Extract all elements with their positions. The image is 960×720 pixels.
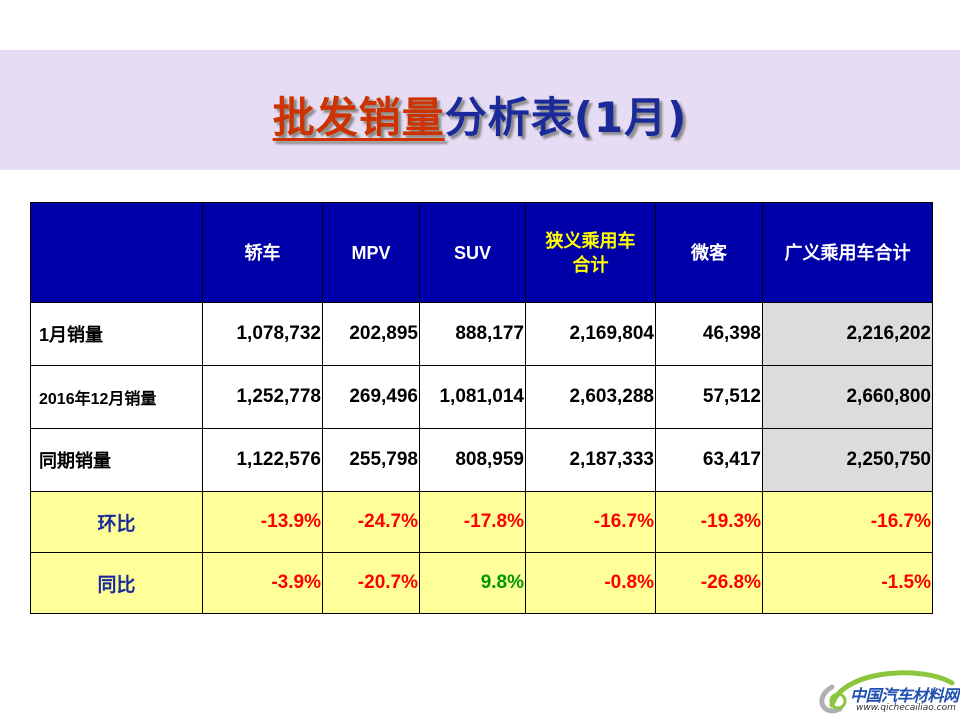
header-narrow-total: 狭义乘用车合计 (525, 202, 656, 303)
table-row-ratio: 环比 -13.9% -24.7% -17.8% -16.7% -19.3% -1… (30, 491, 933, 553)
sales-table: 轿车 MPV SUV 狭义乘用车合计 微客 广义乘用车合计 1月销量 1,078… (30, 202, 933, 614)
header-broad-total: 广义乘用车合计 (762, 202, 933, 303)
table-cell: 46,398 (655, 302, 763, 366)
header-row: 轿车 MPV SUV 狭义乘用车合计 微客 广义乘用车合计 (30, 202, 933, 303)
table-cell-total: 2,660,800 (762, 365, 933, 429)
table-row: 1月销量 1,078,732 202,895 888,177 2,169,804… (30, 302, 933, 366)
table-cell: 2,187,333 (525, 428, 656, 492)
row-label: 同期销量 (30, 428, 203, 492)
table-cell: 808,959 (419, 428, 526, 492)
table-cell: 255,798 (322, 428, 420, 492)
table-cell: 1,122,576 (202, 428, 323, 492)
header-suv: SUV (419, 202, 526, 303)
title-banner (0, 50, 960, 170)
header-minivan: 微客 (655, 202, 763, 303)
logo-text: 中国汽车材料网 (850, 686, 959, 705)
header-mpv: MPV (322, 202, 420, 303)
table-cell-total: 2,216,202 (762, 302, 933, 366)
row-label: 同比 (30, 552, 203, 614)
row-label: 1月销量 (30, 302, 203, 366)
table-cell: 202,895 (322, 302, 420, 366)
table-row: 2016年12月销量 1,252,778 269,496 1,081,014 2… (30, 365, 933, 429)
table-cell: -1.5% (762, 552, 933, 614)
table-row-ratio: 同比 -3.9% -20.7% 9.8% -0.8% -26.8% -1.5% (30, 552, 933, 614)
table-cell: -3.9% (202, 552, 323, 614)
row-label: 环比 (30, 491, 203, 553)
table-cell: 888,177 (419, 302, 526, 366)
table-row: 同期销量 1,122,576 255,798 808,959 2,187,333… (30, 428, 933, 492)
row-label: 2016年12月销量 (30, 365, 203, 429)
table-cell: -26.8% (655, 552, 763, 614)
table-cell: 2,169,804 (525, 302, 656, 366)
table-cell: -16.7% (525, 491, 656, 553)
page-title: 批发销量分析表(1月) (0, 84, 960, 145)
table-cell: 1,081,014 (419, 365, 526, 429)
header-empty (30, 202, 203, 303)
logo-url: www.qichecailiao.com (856, 703, 956, 713)
table-cell: -19.3% (655, 491, 763, 553)
table-cell: 1,078,732 (202, 302, 323, 366)
table-cell: -13.9% (202, 491, 323, 553)
table-cell: -24.7% (322, 491, 420, 553)
logo-swoosh-icon (819, 670, 955, 714)
table-cell: -17.8% (419, 491, 526, 553)
table-cell: 1,252,778 (202, 365, 323, 429)
title-rest: 分析表(1月) (444, 93, 688, 142)
table-cell: -0.8% (525, 552, 656, 614)
table-cell: 9.8% (419, 552, 526, 614)
table-cell: -20.7% (322, 552, 420, 614)
site-logo[interactable]: 中国汽车材料网 www.qichecailiao.com (812, 665, 960, 720)
header-narrow-total-label: 狭义乘用车合计 (545, 230, 636, 275)
table-cell-total: 2,250,750 (762, 428, 933, 492)
table-cell: 269,496 (322, 365, 420, 429)
header-sedan: 轿车 (202, 202, 323, 303)
table-cell: -16.7% (762, 491, 933, 553)
table-cell: 63,417 (655, 428, 763, 492)
table-cell: 57,512 (655, 365, 763, 429)
table-cell: 2,603,288 (525, 365, 656, 429)
title-highlight: 批发销量 (272, 93, 445, 142)
